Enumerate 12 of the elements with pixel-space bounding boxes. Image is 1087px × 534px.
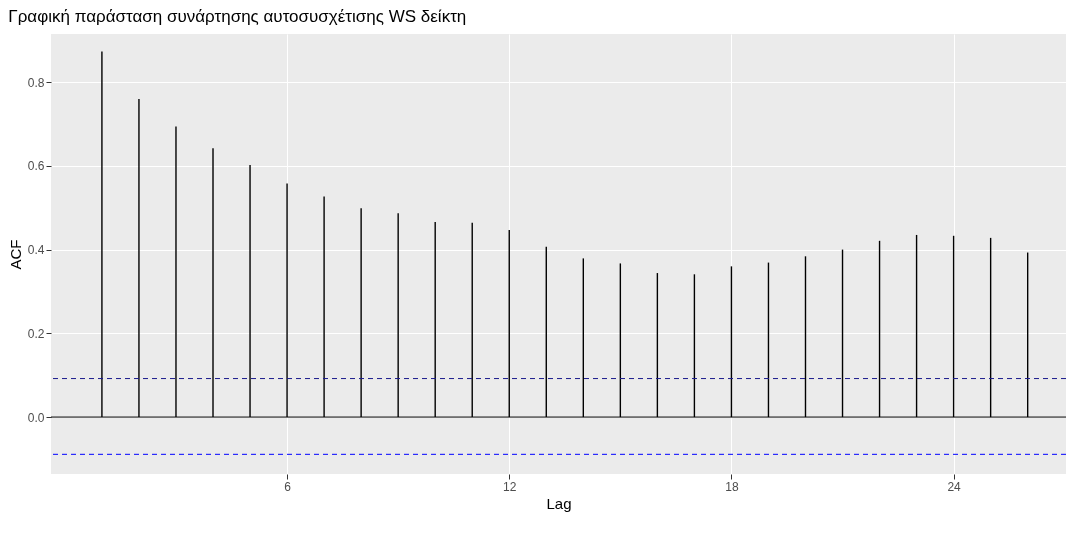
y-axis-title: ACF — [6, 239, 24, 270]
chart-title: Γραφική παράσταση συνάρτησης αυτοσυσχέτισης WS δείκτη — [8, 7, 467, 26]
y-tick-label: 0.2 — [27, 326, 45, 341]
y-tick-label: 0.4 — [27, 243, 45, 258]
y-tick-label: 0.8 — [27, 75, 45, 90]
x-tick-label: 24 — [947, 479, 962, 494]
x-tick-label: 6 — [284, 479, 292, 494]
x-tick-label: 12 — [503, 479, 517, 494]
x-axis-title: Lag — [546, 494, 572, 512]
x-tick-label: 18 — [725, 479, 739, 494]
y-tick-label: 0.0 — [27, 410, 45, 425]
y-tick-label: 0.6 — [27, 159, 45, 174]
